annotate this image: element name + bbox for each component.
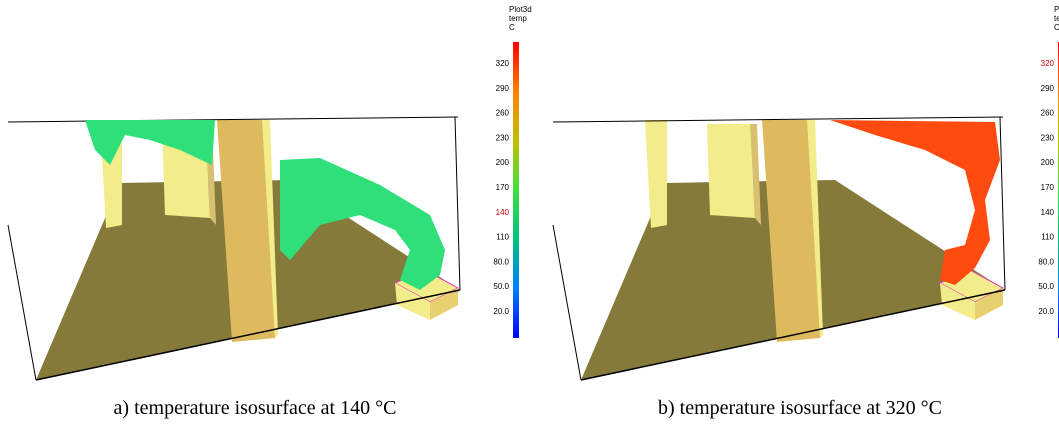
colorbar-label: 290: [1041, 84, 1055, 93]
colorbar-label: 260: [1041, 109, 1055, 118]
colorbar-label: 110: [496, 233, 509, 242]
panel-b-scene: [552, 116, 1006, 381]
colorbar-title: Plot3d: [509, 5, 532, 14]
colorbar-label: 170: [1041, 183, 1055, 192]
colorbars: Plot3dtempC32029026023020017014011080.05…: [114, 5, 1059, 419]
colorbar-label: 290: [496, 84, 510, 93]
colorbar-label: 140: [496, 208, 510, 217]
caption: a) temperature isosurface at 140 °C: [114, 397, 397, 419]
colorbar-label: 140: [1041, 208, 1055, 217]
colorbar-title: temp: [509, 14, 527, 23]
colorbar-label: 80.0: [493, 257, 509, 266]
colorbar-label: 260: [496, 109, 510, 118]
colorbar-label: 50.0: [1038, 282, 1054, 291]
colorbar-label: 320: [496, 59, 510, 68]
colorbar-label: 230: [496, 133, 510, 142]
colorbar-label: 80.0: [1038, 257, 1054, 266]
colorbar-label: 170: [496, 183, 510, 192]
panel-a-scene: [7, 116, 461, 381]
colorbar-label: 50.0: [493, 282, 509, 291]
colorbar-label: 20.0: [1038, 307, 1054, 316]
colorbar-label: 110: [1041, 233, 1054, 242]
colorbar-title: C: [1054, 23, 1059, 32]
colorbar-label: 20.0: [493, 307, 509, 316]
colorbar-title: Plot3d: [1054, 5, 1059, 14]
colorbar-label: 200: [1041, 158, 1055, 167]
colorbar-title: C: [509, 23, 515, 32]
colorbar: [513, 42, 519, 338]
colorbar-title: temp: [1054, 14, 1059, 23]
colorbar-label: 230: [1041, 133, 1055, 142]
caption: b) temperature isosurface at 320 °C: [658, 397, 942, 419]
colorbar-label: 320: [1041, 59, 1055, 68]
colorbar-label: 200: [496, 158, 510, 167]
